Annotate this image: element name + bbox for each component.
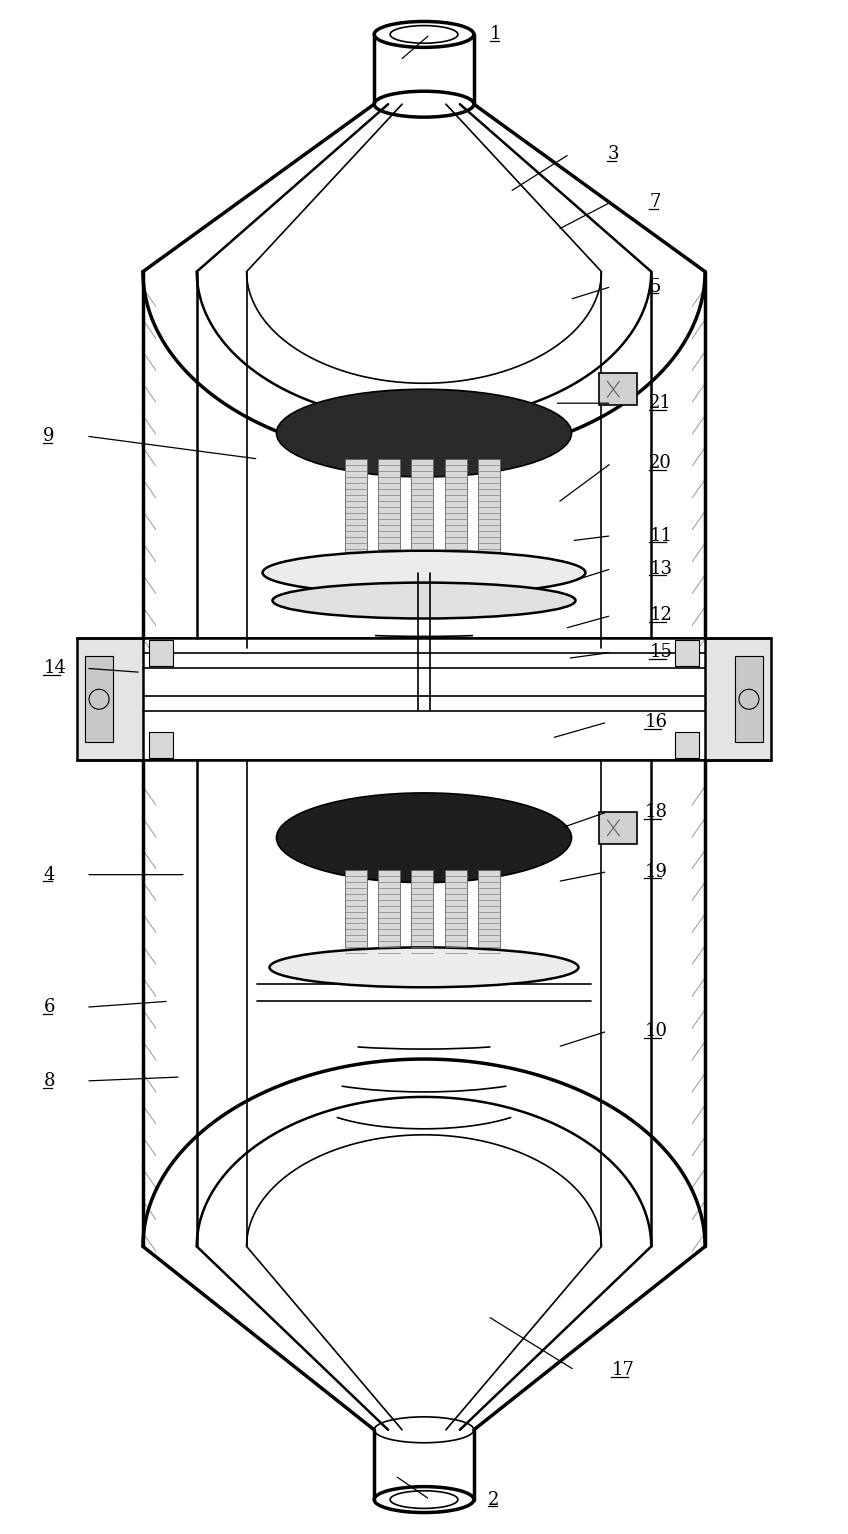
Text: 13: 13 — [650, 560, 672, 578]
Text: 12: 12 — [650, 606, 672, 624]
Bar — [735, 657, 763, 742]
Bar — [600, 373, 638, 405]
Ellipse shape — [276, 793, 572, 882]
Text: 6: 6 — [43, 999, 55, 1016]
Bar — [411, 459, 433, 552]
Text: 17: 17 — [611, 1361, 634, 1379]
Bar — [705, 638, 771, 759]
Bar — [477, 870, 499, 957]
Bar — [149, 732, 173, 758]
Bar — [675, 732, 699, 758]
Ellipse shape — [270, 948, 578, 988]
Bar — [445, 870, 467, 957]
Bar — [600, 811, 638, 844]
Bar — [345, 459, 367, 552]
Bar — [77, 638, 143, 759]
Text: 10: 10 — [644, 1022, 667, 1040]
Text: 15: 15 — [650, 643, 672, 661]
Bar — [378, 870, 400, 957]
Text: 19: 19 — [644, 862, 667, 881]
Bar — [149, 640, 173, 666]
Bar — [445, 459, 467, 552]
Text: 14: 14 — [43, 660, 66, 678]
Ellipse shape — [263, 551, 585, 595]
Bar — [378, 459, 400, 552]
Ellipse shape — [272, 583, 576, 618]
Bar — [477, 459, 499, 552]
Text: 7: 7 — [650, 193, 661, 210]
Text: 2: 2 — [488, 1491, 499, 1508]
Text: 16: 16 — [644, 713, 667, 732]
Ellipse shape — [276, 390, 572, 477]
Bar — [675, 640, 699, 666]
Text: 9: 9 — [43, 426, 55, 445]
Text: 11: 11 — [650, 526, 672, 545]
Text: 20: 20 — [650, 454, 672, 472]
Text: 18: 18 — [644, 802, 667, 821]
Text: 5: 5 — [650, 278, 661, 296]
Text: 4: 4 — [43, 865, 54, 884]
Text: 3: 3 — [607, 146, 619, 163]
Bar — [85, 657, 113, 742]
Text: 8: 8 — [43, 1072, 55, 1091]
Text: 1: 1 — [490, 26, 501, 43]
Text: 21: 21 — [650, 394, 672, 413]
Bar — [411, 870, 433, 957]
Bar — [345, 870, 367, 957]
